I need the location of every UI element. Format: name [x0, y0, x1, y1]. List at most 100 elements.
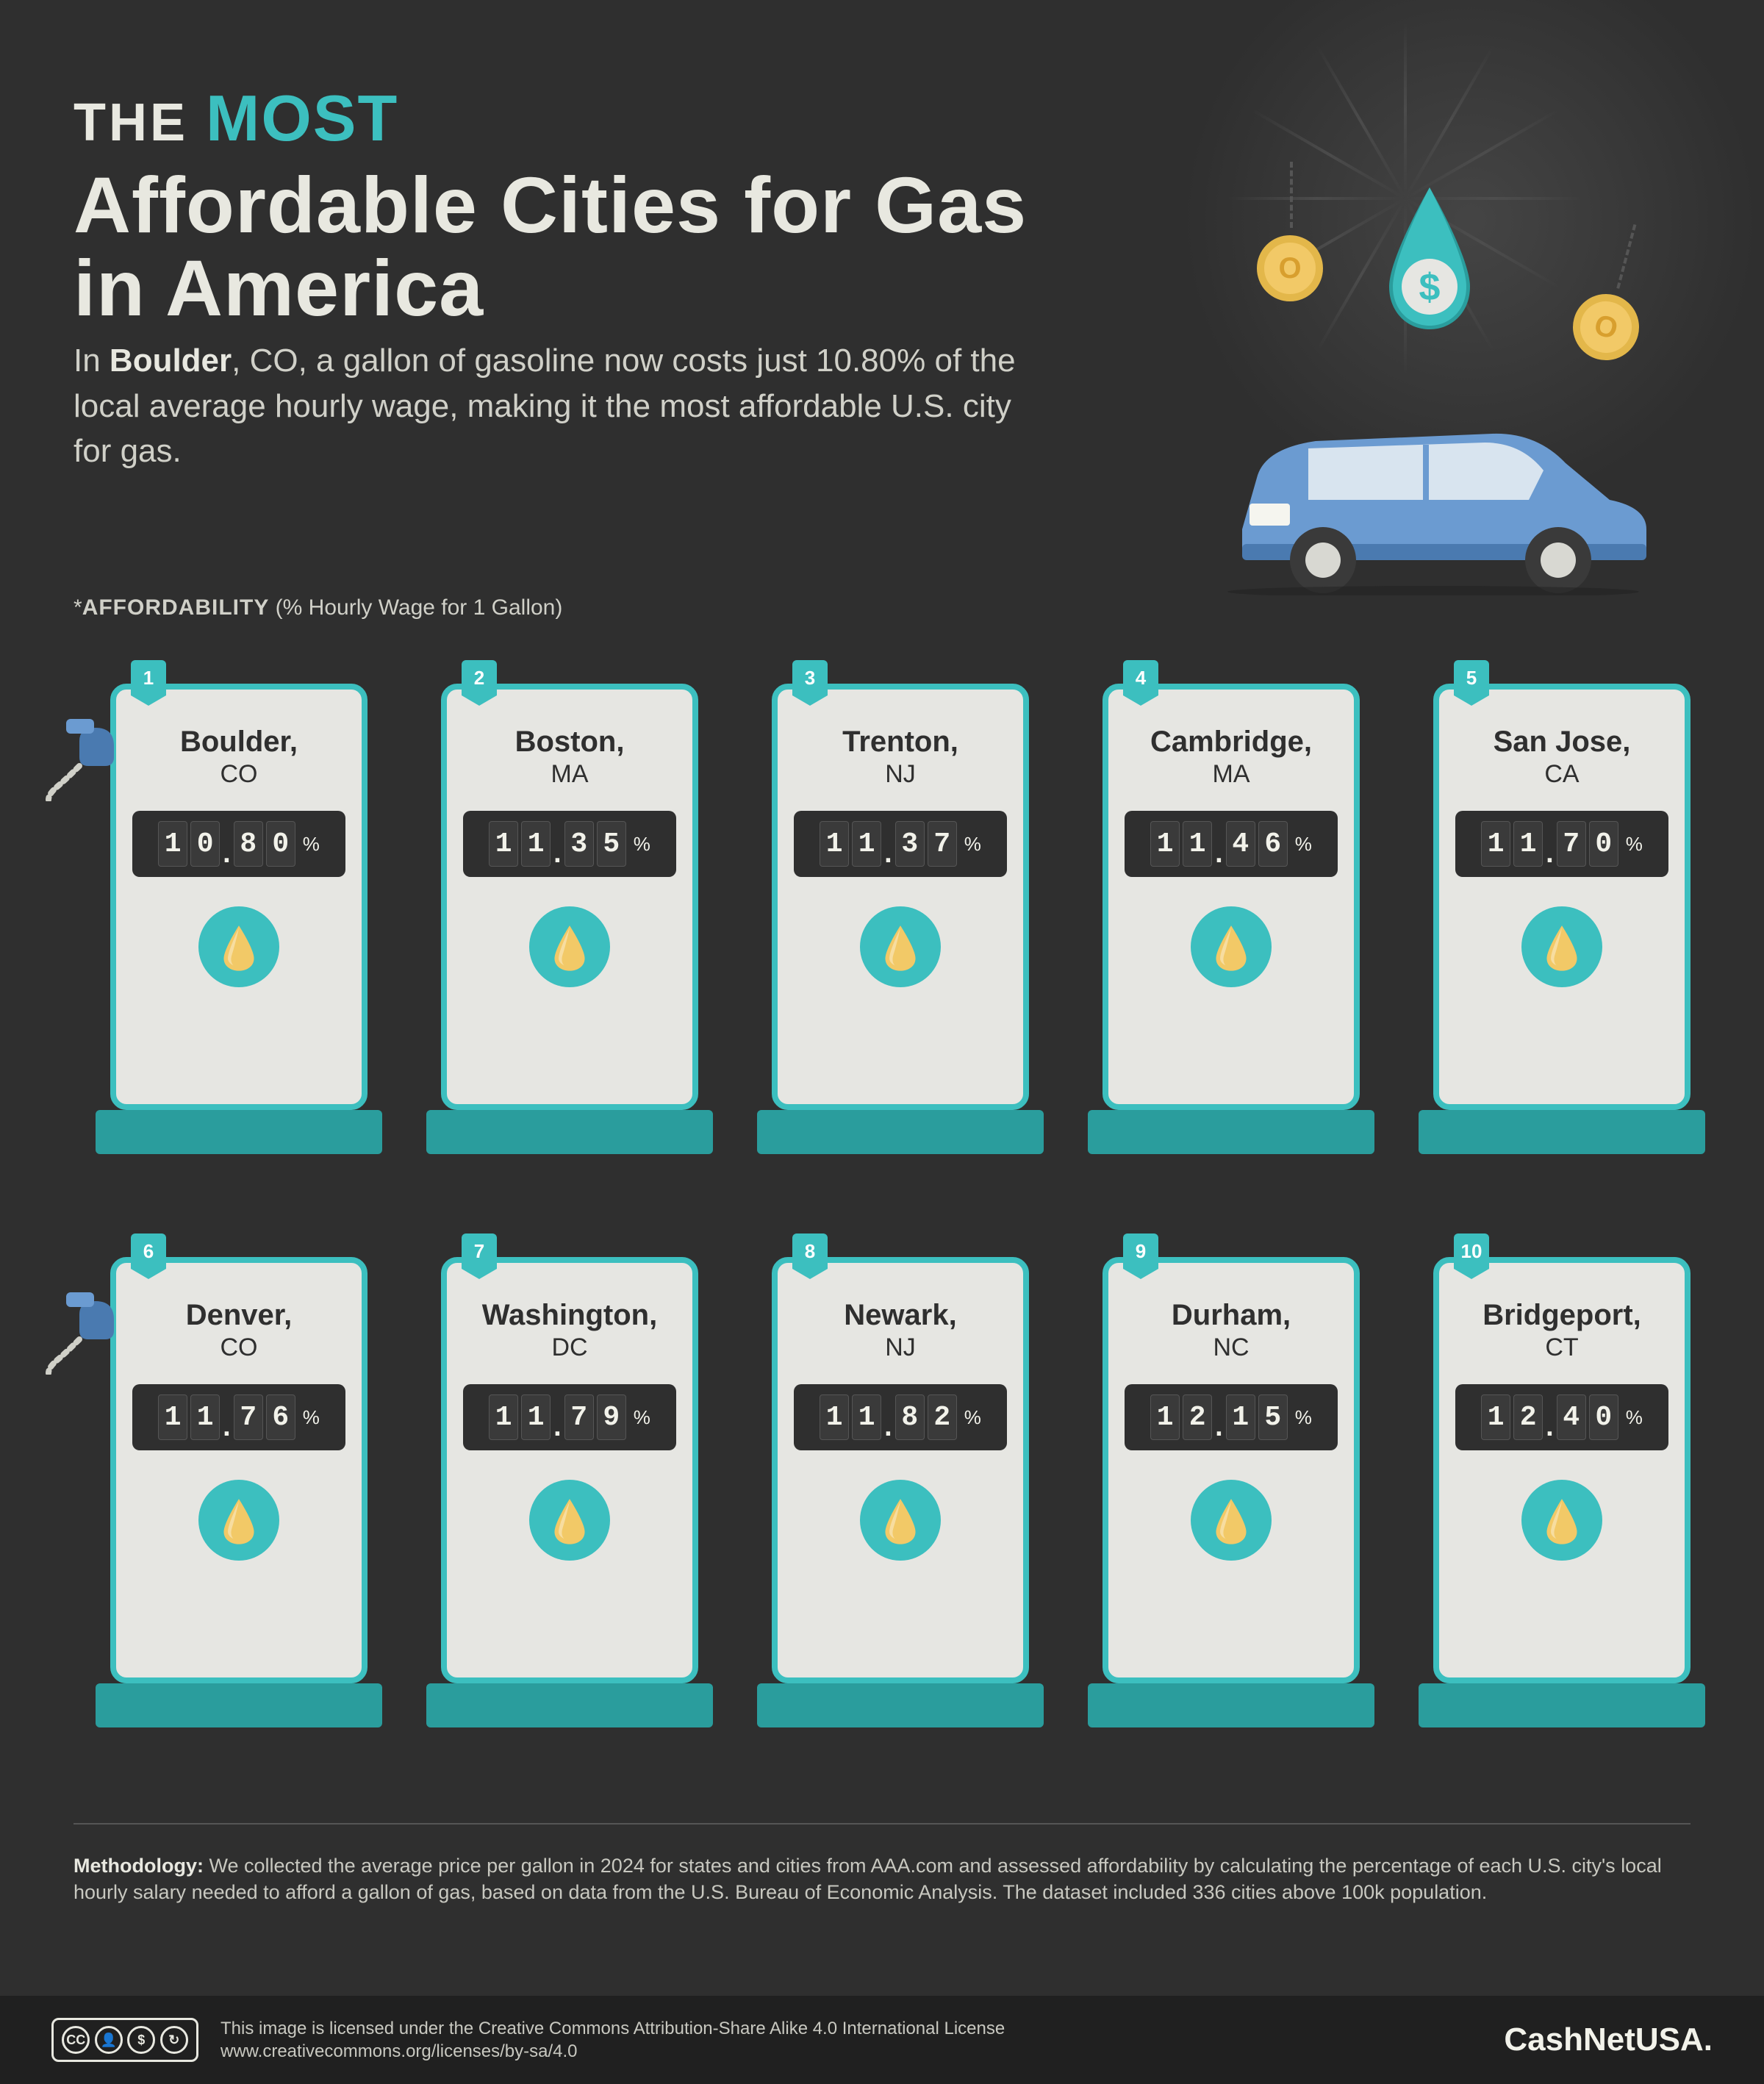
- title-prefix: THE: [74, 93, 188, 152]
- pump-body: 7 Washington,DC 11.79%: [441, 1257, 698, 1683]
- meter-digit: 1: [820, 1394, 849, 1440]
- license-text: This image is licensed under the Creativ…: [220, 2017, 1005, 2063]
- pump-card: 8 Newark,NJ 11.82%: [735, 1228, 1029, 1764]
- pump-card: 2Boston,MA11.35%: [404, 654, 698, 1191]
- meter-display: 11.46%: [1125, 811, 1338, 877]
- meter-digit: 0: [1589, 1394, 1618, 1440]
- meter-digit: 3: [895, 821, 925, 867]
- city-name: Trenton,: [842, 726, 958, 757]
- decimal-point: .: [223, 838, 231, 877]
- percent-symbol: %: [303, 833, 320, 856]
- state-name: NJ: [885, 1333, 916, 1362]
- meter-digit: 1: [521, 1394, 551, 1440]
- meter-digit: 0: [190, 821, 220, 867]
- decimal-point: .: [223, 1411, 231, 1450]
- city-name: Bridgeport,: [1482, 1300, 1641, 1331]
- meter-display: 11.37%: [794, 811, 1007, 877]
- meter-digit: 5: [1258, 1394, 1288, 1440]
- rank-badge: 9: [1123, 1233, 1158, 1269]
- pump-card: 4Cambridge,MA11.46%: [1066, 654, 1360, 1191]
- oil-drop-icon: [1191, 1480, 1272, 1561]
- state-name: DC: [551, 1333, 587, 1362]
- meter-digit: 1: [852, 1394, 881, 1440]
- pump-card: 3Trenton,NJ11.37%: [735, 654, 1029, 1191]
- meter-digit: 9: [597, 1394, 626, 1440]
- methodology-text: Methodology: We collected the average pr…: [74, 1852, 1690, 1906]
- pump-base: [757, 1110, 1044, 1154]
- pump-card: 1 Boulder, CO 10.80%: [74, 654, 368, 1191]
- percent-symbol: %: [1295, 833, 1312, 856]
- rank-badge: 1: [131, 660, 166, 695]
- meter-digit: 6: [266, 1394, 295, 1440]
- percent-symbol: %: [634, 1406, 650, 1429]
- rank-badge: 4: [1123, 660, 1158, 695]
- intro-text: In Boulder, CO, a gallon of gasoline now…: [74, 338, 1044, 474]
- meter-digit: 7: [564, 1394, 594, 1440]
- coin-icon: O: [1257, 235, 1323, 301]
- meter-digit: 5: [597, 821, 626, 867]
- pump-base: [1419, 1110, 1705, 1154]
- nozzle-icon: [44, 1286, 118, 1375]
- nozzle-icon: [44, 713, 118, 801]
- meter-digit: 8: [895, 1394, 925, 1440]
- meter-display: 11.70%: [1455, 811, 1668, 877]
- meter-digit: 1: [1481, 821, 1510, 867]
- decimal-point: .: [1215, 838, 1223, 877]
- meter-display: 12.40%: [1455, 1384, 1668, 1450]
- meter-display: 11.79%: [463, 1384, 676, 1450]
- meter-digit: 4: [1226, 821, 1255, 867]
- pump-base: [1419, 1683, 1705, 1727]
- city-name: Boulder,: [180, 726, 298, 757]
- pump-body: 10Bridgeport,CT12.40%: [1433, 1257, 1690, 1683]
- percent-symbol: %: [1295, 1406, 1312, 1429]
- meter-digit: 4: [1557, 1394, 1586, 1440]
- meter-digit: 1: [190, 1394, 220, 1440]
- pump-base: [1088, 1110, 1374, 1154]
- dollar-drop-icon: $: [1374, 184, 1485, 331]
- meter-digit: 1: [1481, 1394, 1510, 1440]
- meter-display: 12.15%: [1125, 1384, 1338, 1450]
- rank-badge: 2: [462, 660, 497, 695]
- meter-display: 11.82%: [794, 1384, 1007, 1450]
- oil-drop-icon: [860, 1480, 941, 1561]
- rank-badge: 7: [462, 1233, 497, 1269]
- decimal-point: .: [1215, 1411, 1223, 1450]
- pump-base: [426, 1683, 713, 1727]
- decimal-point: .: [884, 838, 892, 877]
- oil-drop-icon: [1521, 1480, 1602, 1561]
- city-name: Newark,: [844, 1300, 956, 1331]
- oil-drop-icon: [529, 1480, 610, 1561]
- meter-digit: 7: [234, 1394, 263, 1440]
- state-name: CO: [220, 760, 258, 789]
- rank-badge: 3: [792, 660, 828, 695]
- pump-card: 5San Jose,CA11.70%: [1396, 654, 1690, 1191]
- meter-display: 10.80%: [132, 811, 345, 877]
- rank-badge: 6: [131, 1233, 166, 1269]
- meter-digit: 1: [1513, 821, 1543, 867]
- city-name: Washington,: [482, 1300, 657, 1331]
- meter-digit: 1: [521, 821, 551, 867]
- meter-digit: 1: [489, 1394, 518, 1440]
- cc-sa: ↻: [160, 2026, 188, 2054]
- percent-symbol: %: [1626, 833, 1643, 856]
- meter-digit: 1: [820, 821, 849, 867]
- pump-body: 5San Jose,CA11.70%: [1433, 684, 1690, 1110]
- pump-body: 1Boulder,CO10.80%: [110, 684, 368, 1110]
- meter-digit: 2: [928, 1394, 957, 1440]
- city-name: San Jose,: [1494, 726, 1631, 757]
- cc-by: 👤: [95, 2026, 123, 2054]
- city-name: Boston,: [515, 726, 625, 757]
- state-name: CA: [1544, 760, 1579, 789]
- cc-nc: $: [127, 2026, 155, 2054]
- meter-display: 11.76%: [132, 1384, 345, 1450]
- meter-digit: 1: [1183, 821, 1212, 867]
- meter-display: 11.35%: [463, 811, 676, 877]
- decimal-point: .: [553, 838, 562, 877]
- meter-digit: 2: [1183, 1394, 1212, 1440]
- cc-license-badge: CC 👤 $ ↻: [51, 2018, 198, 2062]
- title-emphasis: MOST: [206, 82, 398, 154]
- state-name: NC: [1213, 1333, 1249, 1362]
- meter-digit: 6: [1258, 821, 1288, 867]
- meter-digit: 1: [1150, 1394, 1180, 1440]
- pump-base: [96, 1683, 382, 1727]
